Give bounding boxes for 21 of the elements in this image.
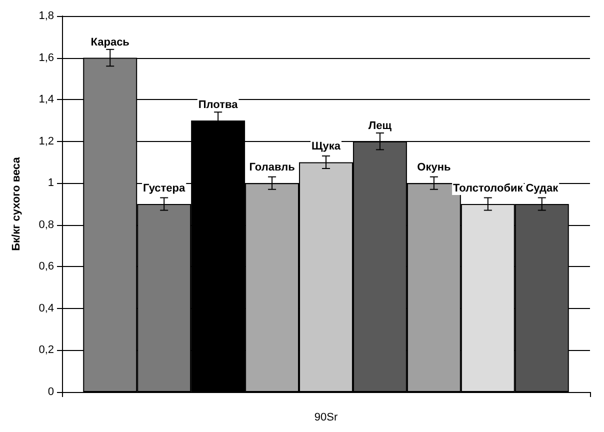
y-tick-label: 0,6 xyxy=(38,260,54,273)
y-tick-label: 1,2 xyxy=(38,135,54,148)
y-tick-label: 0,2 xyxy=(38,344,54,356)
series-label: Густера xyxy=(143,182,186,194)
x-tick-label: 90Sr xyxy=(314,412,338,424)
series-label: Щука xyxy=(312,140,342,153)
series-label: Карась xyxy=(90,36,130,48)
y-axis-title: Бк/кг сухого веса xyxy=(10,156,22,251)
series-label: Плотва xyxy=(198,98,239,111)
y-tick-label: 1 xyxy=(48,177,54,190)
series-label: Судак xyxy=(526,182,559,194)
y-tick-label: 0 xyxy=(48,386,54,398)
series-label: Голавль xyxy=(249,162,296,174)
y-tick-label: 0,8 xyxy=(38,218,54,231)
series-label: Окунь xyxy=(417,162,451,174)
y-tick-label: 1,4 xyxy=(38,94,54,106)
y-tick-label: 1,6 xyxy=(38,52,54,64)
series-label: Толстолобик xyxy=(453,182,524,194)
y-tick-label: 0,4 xyxy=(38,302,54,314)
y-tick-label: 1,8 xyxy=(38,10,54,22)
series-label: Лещ xyxy=(368,120,392,132)
